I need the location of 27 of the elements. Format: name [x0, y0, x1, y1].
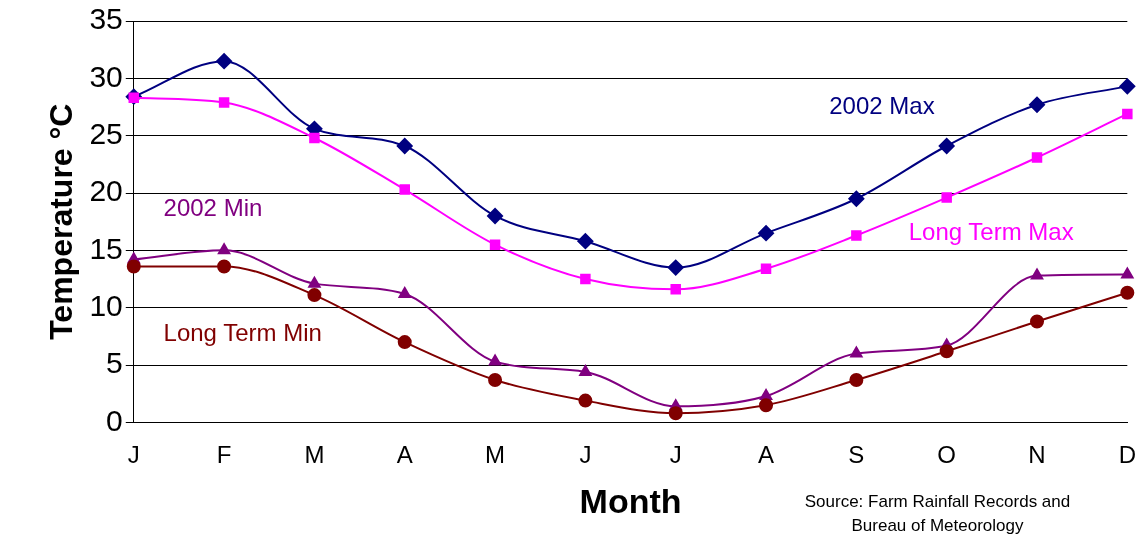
x-tick-label: D — [1118, 441, 1137, 469]
y-tick-label: 5 — [106, 346, 123, 380]
series-label: Long Term Min — [163, 318, 322, 346]
y-tick-label: 0 — [106, 403, 123, 437]
source-note: Source: Farm Rainfall Records and Bureau of Meteorology — [803, 491, 1072, 537]
y-tick-label: 25 — [89, 116, 123, 150]
series-label: 2002 Min — [163, 194, 263, 222]
series-label: 2002 Max — [829, 91, 935, 119]
x-tick-label: M — [304, 441, 325, 469]
y-tick-label: 35 — [89, 2, 123, 36]
x-tick-label: S — [848, 441, 865, 469]
x-tick-label: A — [396, 441, 413, 469]
y-tick-label: 15 — [89, 231, 123, 265]
series-label: Long Term Max — [908, 218, 1074, 246]
x-axis-title: Month — [579, 481, 682, 520]
y-tick-label: 10 — [89, 288, 123, 322]
x-tick-label: F — [216, 441, 232, 469]
x-tick-label: O — [937, 441, 957, 469]
x-tick-label: J — [579, 441, 592, 469]
x-tick-label: N — [1028, 441, 1046, 469]
x-tick-label: M — [485, 441, 506, 469]
y-tick-label: 20 — [89, 174, 123, 208]
x-tick-label: J — [127, 441, 140, 469]
y-tick-label: 30 — [89, 59, 123, 93]
y-axis-title: Temperature °C — [43, 103, 80, 340]
x-tick-label: J — [669, 441, 682, 469]
x-tick-label: A — [758, 441, 775, 469]
